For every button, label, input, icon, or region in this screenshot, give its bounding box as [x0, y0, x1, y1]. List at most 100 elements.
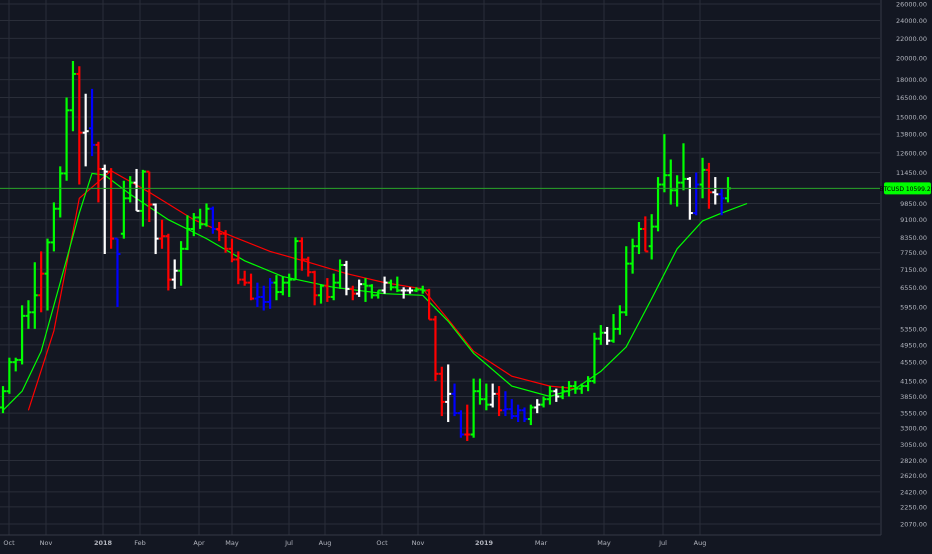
ohlc-bar — [317, 284, 324, 304]
ohlc-bar — [171, 259, 178, 289]
ohlc-bar — [38, 251, 45, 313]
y-tick-label: 3850.00 — [900, 393, 927, 401]
ohlc-bar — [235, 251, 242, 285]
y-tick-label: 20000.00 — [896, 54, 927, 62]
x-tick-label: May — [597, 539, 611, 547]
y-tick-label: 3050.00 — [900, 441, 927, 449]
x-tick-label: Apr — [193, 539, 205, 547]
ohlc-bar — [254, 282, 261, 308]
y-tick-label: 9850.00 — [900, 200, 927, 208]
ohlc-bar — [566, 381, 573, 397]
ohlc-bar — [57, 166, 64, 218]
ohlc-bar — [63, 97, 70, 181]
y-tick-label: 12600.00 — [896, 149, 927, 157]
last-price-label-bg — [884, 182, 931, 195]
ohlc-bar — [292, 237, 299, 281]
ohlc-bar — [101, 164, 108, 255]
y-tick-label: 18000.00 — [896, 76, 927, 84]
ohlc-bar — [190, 213, 197, 237]
ohlc-bar — [591, 332, 598, 384]
ohlc-bar — [419, 285, 426, 294]
time-axis-background — [0, 535, 932, 550]
ohlc-bar — [279, 276, 286, 296]
ohlc-bar — [470, 378, 477, 438]
ohlc-bar — [655, 177, 662, 232]
ohlc-bar — [298, 237, 305, 271]
ohlc-bar — [273, 275, 280, 301]
ohlc-bar — [108, 168, 115, 249]
ohlc-bar — [540, 396, 547, 408]
ohlc-bar — [693, 172, 700, 216]
ohlc-bar — [527, 404, 534, 426]
y-tick-label: 26000.00 — [896, 1, 927, 9]
ohlc-bar — [375, 289, 382, 299]
ohlc-bar — [44, 238, 51, 311]
ohlc-bar — [368, 284, 375, 299]
ohlc-bar — [260, 285, 267, 311]
ohlc-bar — [604, 326, 611, 345]
ohlc-bar — [362, 278, 369, 302]
ohlc-bar — [133, 168, 140, 212]
ohlc-bar — [349, 285, 356, 301]
x-tick-label: Aug — [694, 539, 707, 547]
y-tick-label: 2820.00 — [900, 457, 927, 465]
ohlc-bar — [356, 279, 363, 297]
ohlc-bar — [559, 386, 566, 400]
ohlc-bar — [718, 188, 725, 216]
ohlc-bar — [311, 270, 318, 306]
x-tick-label: Nov — [412, 539, 425, 547]
x-tick-label: Oct — [376, 539, 388, 547]
ohlc-bar — [489, 383, 496, 408]
ohlc-bar — [661, 134, 668, 193]
ohlc-bar — [451, 383, 458, 417]
ohlc-bar — [705, 162, 712, 209]
ohlc-bar — [648, 214, 655, 260]
y-tick-label: 22000.00 — [896, 35, 927, 43]
ohlc-bar — [165, 233, 172, 291]
price-axis[interactable]: 26000.00 24000.00 22000.00 20000.00 18000.00… — [880, 0, 932, 535]
ohlc-bar — [330, 273, 337, 301]
ohlc-bar — [286, 273, 293, 297]
y-tick-label: 24000.00 — [896, 17, 927, 25]
ohlc-bars — [0, 61, 731, 442]
y-tick-label: 2620.00 — [900, 472, 927, 480]
ohlc-bar — [476, 378, 483, 405]
ohlc-bar — [203, 203, 210, 227]
ohlc-bar — [616, 305, 623, 335]
y-tick-label: 2420.00 — [900, 488, 927, 496]
ohlc-bar — [680, 143, 687, 191]
ohlc-bar — [0, 386, 6, 414]
ohlc-bar — [31, 262, 38, 329]
ohlc-bar — [139, 169, 146, 227]
y-tick-label: 6550.00 — [900, 284, 927, 292]
ohlc-bar — [152, 203, 159, 255]
ohlc-bar — [585, 376, 592, 392]
y-tick-label: 2070.00 — [900, 521, 927, 529]
ohlc-bar — [413, 287, 420, 293]
ohlc-bar — [50, 202, 57, 252]
ohlc-bar — [515, 404, 522, 423]
ohlc-bar — [674, 175, 681, 207]
y-tick-label: 11450.00 — [896, 169, 927, 177]
ohlc-bar — [209, 206, 216, 234]
y-tick-label: 7750.00 — [900, 249, 927, 257]
y-tick-label: 3300.00 — [900, 425, 927, 433]
x-tick-label: Feb — [134, 539, 146, 547]
y-tick-label: 16500.00 — [896, 94, 927, 102]
x-tick-label: May — [225, 539, 239, 547]
time-axis[interactable]: Oct Nov 2018 Feb Apr May Jul Aug Oct Nov 2019 Mar Ma… — [0, 534, 932, 550]
ohlc-bar — [534, 399, 541, 414]
price-axis-background — [881, 0, 932, 535]
ohlc-bar — [483, 383, 490, 411]
ohlc-bar — [712, 177, 719, 205]
ohlc-bar — [324, 278, 331, 302]
ohlc-bar — [387, 279, 394, 291]
ohlc-bar — [381, 276, 388, 294]
ohlc-bar — [597, 325, 604, 345]
ohlc-bar — [343, 260, 350, 296]
ohlc-bar — [82, 93, 89, 167]
ohlc-bar — [642, 216, 649, 253]
